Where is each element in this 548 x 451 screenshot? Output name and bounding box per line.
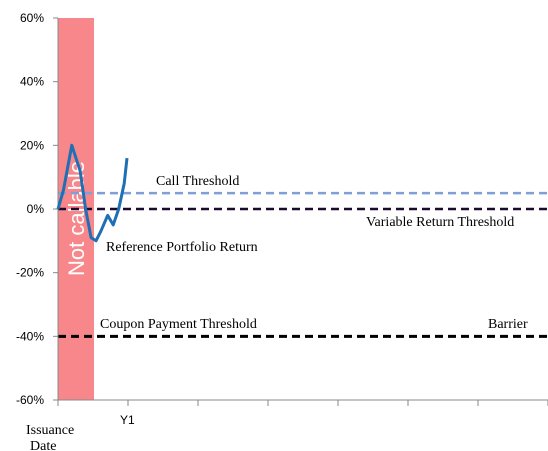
variable-return-threshold-label: Variable Return Threshold (366, 215, 514, 230)
y-tick-label: -20% (16, 266, 44, 280)
series-line-reference-portfolio-return (56, 143, 129, 243)
y-tick-label: -40% (16, 329, 44, 343)
y-tick-label: -60% (16, 393, 44, 407)
not-callable-label: Not callable (64, 161, 89, 276)
reference-portfolio-return-label: Reference Portfolio Return (106, 240, 258, 255)
x-tick-label-issuance: Issuance (26, 423, 74, 438)
call-threshold-label: Call Threshold (156, 174, 239, 189)
coupon-payment-threshold-label: Coupon Payment Threshold (100, 317, 257, 332)
y-tick-label: 60% (20, 11, 44, 25)
barrier-label: Barrier (488, 317, 528, 332)
x-tick-label-y1: Y1 (120, 413, 135, 427)
y-tick-label: 40% (20, 75, 44, 89)
y-tick-label: 20% (20, 138, 44, 152)
x-tick-label-date: Date (30, 439, 56, 451)
y-tick-label: 0% (27, 202, 45, 216)
